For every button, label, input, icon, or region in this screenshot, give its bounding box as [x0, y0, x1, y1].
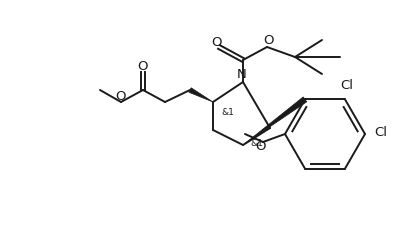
Text: N: N [237, 69, 247, 81]
Text: O: O [256, 141, 266, 153]
Text: &1: &1 [250, 139, 263, 147]
Polygon shape [243, 97, 307, 145]
Text: O: O [212, 36, 222, 48]
Polygon shape [189, 88, 213, 102]
Text: O: O [138, 59, 148, 73]
Text: O: O [263, 35, 273, 47]
Text: O: O [115, 89, 125, 103]
Text: Cl: Cl [341, 79, 354, 92]
Text: Cl: Cl [375, 125, 387, 139]
Text: &1: &1 [221, 108, 234, 117]
